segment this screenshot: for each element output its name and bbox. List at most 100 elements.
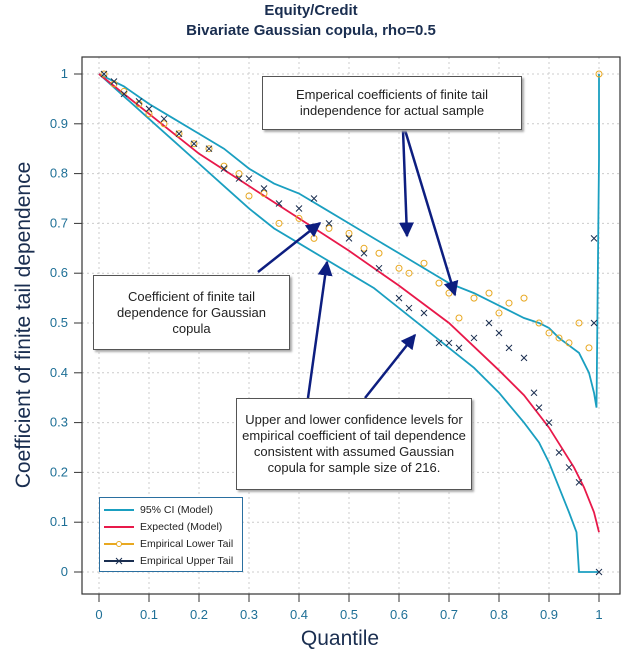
lower-tail-point <box>245 192 253 200</box>
annotation-confidence: Upper and lower confidence levels for em… <box>236 398 472 490</box>
x-tick-label: 0.1 <box>140 607 158 622</box>
upper-tail-point <box>590 234 598 242</box>
x-axis-label: Quantile <box>301 627 379 650</box>
chart-title: Equity/Credit <box>264 2 358 19</box>
y-tick-label: 0.1 <box>50 514 68 529</box>
upper-tail-point <box>135 98 143 105</box>
y-tick-label: 0.4 <box>50 365 68 380</box>
y-tick-label: 0.2 <box>50 464 68 479</box>
upper-tail-point <box>485 319 493 327</box>
lower-tail-point <box>405 269 413 277</box>
upper-tail-point <box>445 339 453 347</box>
upper-tail-point <box>275 200 283 207</box>
upper-tail-point <box>175 130 183 138</box>
upper-tail-point <box>435 339 443 347</box>
x-tick-label: 0 <box>95 607 102 622</box>
upper-tail-point <box>455 344 463 352</box>
y-tick-label: 0.9 <box>50 116 68 131</box>
y-tick-label: 0.3 <box>50 415 68 430</box>
x-tick-label: 0.5 <box>340 607 358 622</box>
upper-tail-point <box>590 319 598 327</box>
lower-tail-point <box>360 244 368 252</box>
annotation-gaussian: Coefficient of finite tail dependence fo… <box>93 275 290 350</box>
upper-tail-point <box>565 464 573 471</box>
upper-tail-point <box>325 220 333 227</box>
arrow <box>364 333 416 399</box>
lower-tail-point <box>325 224 333 232</box>
upper-tail-point <box>405 304 413 312</box>
upper-tail-point <box>535 404 543 412</box>
lower-tail-point <box>565 339 573 347</box>
upper-tail-point <box>190 140 198 148</box>
ci-lower-line <box>98 73 599 573</box>
upper-tail-point <box>595 568 603 576</box>
upper-tail-point <box>110 78 118 85</box>
x-tick-label: 0.2 <box>190 607 208 622</box>
annotation-arrows <box>257 129 459 399</box>
upper-tail-point <box>160 115 168 123</box>
upper-tail-point <box>345 234 353 242</box>
lower-tail-point <box>535 319 543 327</box>
lower-tail-point <box>145 110 153 118</box>
upper-tail-point <box>530 389 538 397</box>
lower-tail-point <box>190 140 198 148</box>
x-tick-label: 0.3 <box>240 607 258 622</box>
legend-item-ci: 95% CI (Model) <box>104 503 213 516</box>
legend-item-expected: Expected (Model) <box>104 520 223 533</box>
upper-tail-point <box>495 329 503 337</box>
x-tick-label: 1 <box>595 607 602 622</box>
lower-tail-point <box>395 264 403 272</box>
y-tick-label: 0.6 <box>50 265 68 280</box>
upper-tail-point <box>575 479 583 486</box>
arrow <box>306 260 333 399</box>
upper-tail-point <box>375 264 383 272</box>
plot-frame <box>81 56 621 595</box>
upper-tail-point <box>555 449 563 456</box>
upper-tail-point <box>220 165 228 172</box>
y-tick-label: 0 <box>61 564 68 579</box>
x-tick-label: 0.4 <box>290 607 308 622</box>
x-tick-label: 0.8 <box>490 607 508 622</box>
upper-tail-point <box>420 309 428 317</box>
arrow <box>403 129 459 297</box>
x-tick-label: 0.6 <box>390 607 408 622</box>
upper-tail-point <box>245 175 253 182</box>
lower-tail-point <box>495 309 503 317</box>
upper-tail-point <box>295 205 303 212</box>
upper-tail-point <box>310 195 318 202</box>
lower-tail-point <box>470 294 478 302</box>
lower-tail-point <box>545 329 553 337</box>
upper-tail-point <box>120 90 128 98</box>
lower-tail-point <box>260 190 268 198</box>
x-tick-label: 0.7 <box>440 607 458 622</box>
lower-tail-point <box>310 234 318 242</box>
upper-tail-point <box>235 175 243 182</box>
lower-tail-point <box>275 219 283 227</box>
lower-tail-point <box>295 214 303 222</box>
y-tick-label: 0.7 <box>50 215 68 230</box>
lower-tail-point <box>175 130 183 138</box>
lower-tail-point <box>575 319 583 327</box>
chart-subtitle: Bivariate Gaussian copula, rho=0.5 <box>186 22 436 39</box>
upper-tail-point <box>260 185 268 192</box>
lower-tail-point <box>435 279 443 287</box>
lower-tail-point <box>235 170 243 178</box>
y-tick-label: 0.8 <box>50 166 68 181</box>
legend-item-upper: Empirical Upper Tail <box>104 552 238 569</box>
x-tick-label: 0.9 <box>540 607 558 622</box>
upper-tail-point <box>205 145 213 153</box>
annotation-empirical: Emperical coefficients of finite tail in… <box>262 76 522 130</box>
y-tick-label: 1 <box>61 66 68 81</box>
legend: 95% CI (Model) Expected (Model) Empirica… <box>99 497 243 572</box>
arrow <box>398 129 414 238</box>
lower-tail-point <box>100 70 108 78</box>
legend-item-lower: Empirical Lower Tail <box>104 535 238 552</box>
upper-tail-point <box>360 249 368 257</box>
upper-tail-point <box>470 334 478 342</box>
lower-tail-point <box>455 314 463 322</box>
lower-tail-point <box>585 344 593 352</box>
lower-tail-point <box>485 289 493 297</box>
lower-tail-point <box>555 334 563 342</box>
